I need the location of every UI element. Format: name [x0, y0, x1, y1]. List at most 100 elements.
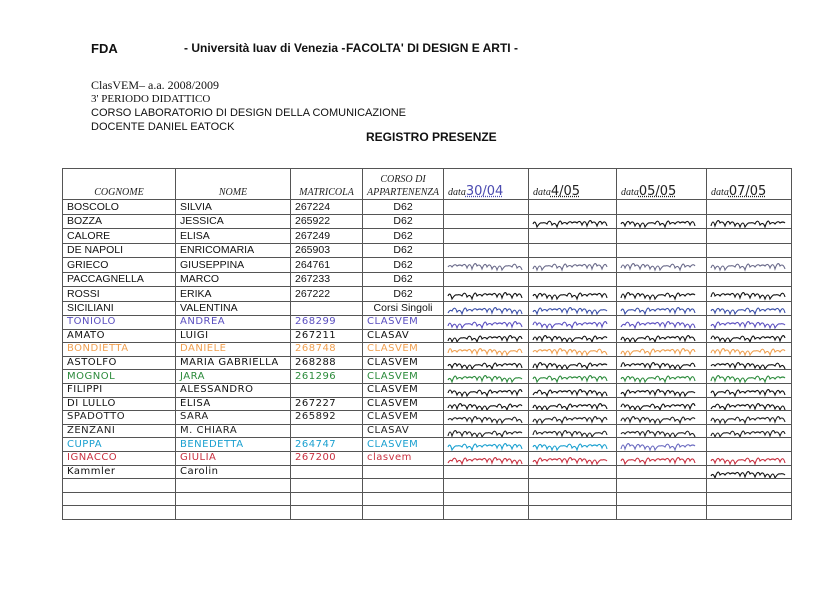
- cell-cognome: ASTOLFO: [62, 355, 176, 371]
- signature-scribble: [710, 307, 786, 315]
- empty-signature-cell: [616, 228, 708, 244]
- cell-cognome: BONDIETTA: [62, 342, 176, 357]
- signature: [528, 286, 618, 302]
- signature-scribble: [620, 321, 696, 329]
- signature-stroke: [532, 334, 608, 342]
- cell-cognome: ZENZANI: [62, 423, 176, 439]
- cell-corso: CLASVEM: [361, 396, 445, 412]
- signature-stroke: [447, 362, 523, 369]
- table-row: ZENZANI M. CHIARA CLASAV: [62, 423, 793, 439]
- cell-cognome: ROSSI: [62, 286, 176, 302]
- cell-corso: CLASAV: [361, 423, 445, 439]
- cell-nome: [175, 505, 291, 520]
- cell-nome: ELISA: [175, 228, 291, 244]
- table-row: ASTOLFO MARIA GABRIELLA 268288 CLASVEM: [62, 355, 793, 371]
- table-row: BONDIETTA DANIELE 268748 CLASVEM: [62, 342, 793, 357]
- signature-scribble: [710, 470, 786, 478]
- signature-scribble: [447, 389, 523, 397]
- signature: [528, 382, 618, 398]
- signature-stroke: [447, 416, 523, 424]
- signature-stroke: [447, 375, 523, 383]
- signature: [616, 410, 708, 425]
- signature-scribble: [532, 443, 608, 451]
- signature-scribble: [447, 443, 523, 451]
- signature-stroke: [710, 389, 786, 397]
- signature-stroke: [532, 375, 608, 383]
- empty-signature-cell: [443, 199, 530, 215]
- cell-corso: CLASVEM: [361, 382, 445, 398]
- signature-stroke: [447, 456, 523, 465]
- table-row: MOGNOL JARA 261296 CLASVEM: [62, 369, 793, 384]
- signature-stroke: [620, 443, 696, 451]
- cell-corso: D62: [361, 199, 445, 215]
- cell-matricola: [290, 300, 363, 316]
- cell-cognome: MOGNOL: [62, 369, 176, 384]
- cell-corso: D62: [361, 286, 445, 302]
- signature-scribble: [620, 429, 696, 437]
- cell-matricola: [290, 464, 363, 480]
- signature-stroke: [532, 306, 608, 315]
- empty-signature-cell: [706, 271, 793, 287]
- signature-scribble: [447, 402, 523, 410]
- cell-matricola: 267200: [290, 450, 363, 466]
- signature-scribble: [620, 306, 696, 315]
- empty-signature-cell: [706, 505, 793, 520]
- signature: [706, 410, 793, 425]
- signature-stroke: [620, 389, 696, 397]
- empty-signature-cell: [706, 478, 793, 493]
- cell-corso: D62: [361, 213, 445, 229]
- cell-nome: JARA: [175, 369, 291, 384]
- cell-cognome: [62, 478, 176, 493]
- cell-cognome: FILIPPI: [62, 382, 176, 398]
- signature: [443, 437, 530, 452]
- cell-cognome: [62, 491, 176, 507]
- signature: [443, 286, 530, 302]
- empty-signature-cell: [443, 228, 530, 244]
- cell-matricola: 267227: [290, 396, 363, 412]
- signature-scribble: [532, 321, 608, 329]
- signature-stroke: [620, 321, 696, 329]
- table-row: SPADOTTO SARA 265892 CLASVEM: [62, 410, 793, 425]
- empty-signature-cell: [528, 199, 618, 215]
- cell-matricola: [290, 423, 363, 439]
- header-university: - Università Iuav di Venezia -: [184, 41, 346, 55]
- signature-stroke: [532, 429, 608, 437]
- cell-matricola: [290, 478, 363, 493]
- signature-stroke: [710, 334, 786, 342]
- cell-nome: ENRICOMARIA: [175, 242, 291, 258]
- cell-matricola: [290, 505, 363, 520]
- cell-cognome: CUPPA: [62, 437, 176, 452]
- cell-nome: M. CHIARA: [175, 423, 291, 439]
- signature: [706, 450, 793, 466]
- empty-signature-cell: [706, 437, 793, 452]
- signature: [616, 300, 708, 316]
- signature: [616, 382, 708, 398]
- signature: [443, 369, 530, 384]
- cell-corso: D62: [361, 242, 445, 258]
- table-row: BOSCOLO SILVIA 267224 D62: [62, 199, 793, 215]
- empty-signature-cell: [706, 228, 793, 244]
- empty-signature-cell: [616, 505, 708, 520]
- cell-corso: [361, 478, 445, 493]
- cell-matricola: 264747: [290, 437, 363, 452]
- cell-nome: LUIGI: [175, 328, 291, 344]
- signature-stroke: [710, 361, 786, 369]
- signature-scribble: [532, 348, 608, 356]
- attendance-table: COGNOME NOME MATRICOLA CORSO DI APPARTEN…: [62, 168, 793, 520]
- signature-scribble: [447, 362, 523, 369]
- cell-nome: Carolin: [175, 464, 291, 480]
- signature: [706, 257, 793, 273]
- signature: [616, 213, 708, 229]
- col-header-date-4: data07/05: [706, 168, 793, 200]
- empty-signature-cell: [616, 199, 708, 215]
- col-header-date-2: data4/05: [528, 168, 618, 200]
- signature: [616, 257, 708, 273]
- signature: [528, 450, 618, 466]
- signature-scribble: [447, 334, 523, 342]
- signature: [443, 257, 530, 273]
- cell-corso: CLASVEM: [361, 315, 445, 330]
- signature: [706, 300, 793, 316]
- signature-stroke: [710, 457, 786, 465]
- signature: [528, 257, 618, 273]
- table-row: [62, 491, 793, 507]
